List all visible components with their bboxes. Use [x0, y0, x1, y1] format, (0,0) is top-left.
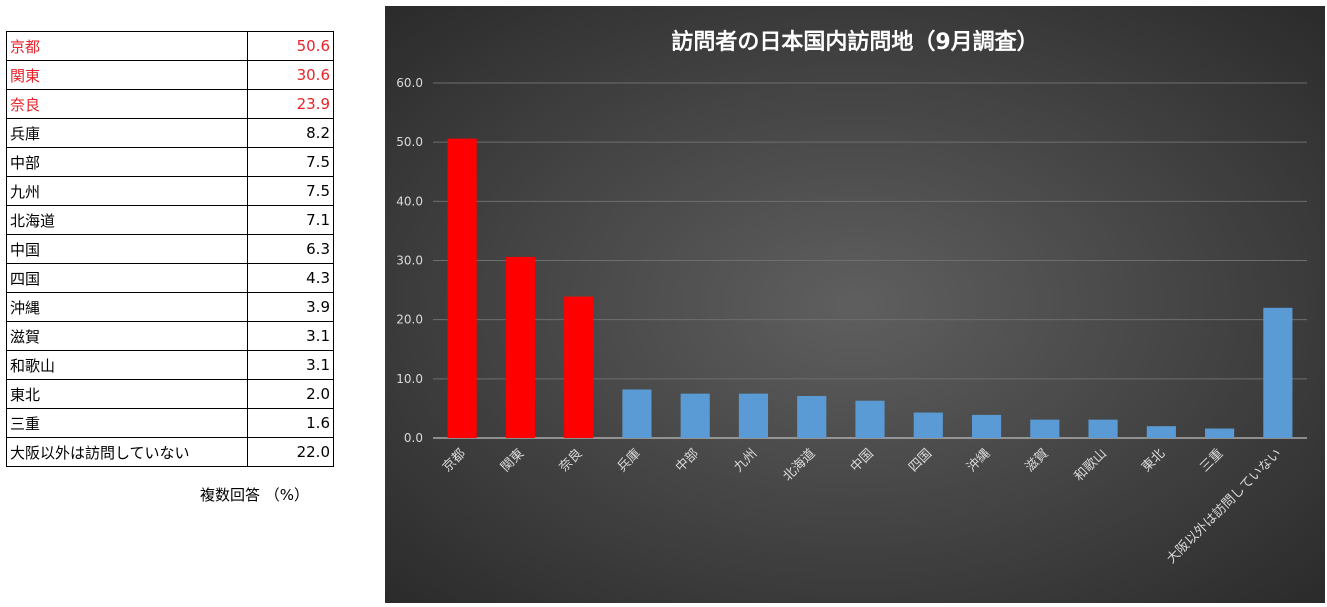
table-row: 兵庫 8.2 — [6, 118, 334, 148]
table-cell-value: 30.6 — [247, 60, 334, 90]
data-table: 京都 50.6 関東 30.6 奈良 23.9 兵庫 8.2 中部 7.5 九州 7.5 北海道 7.1 中… — [6, 31, 334, 467]
table-cell-label: 北海道 — [6, 205, 248, 235]
bar — [680, 393, 710, 438]
table-cell-value: 7.5 — [247, 147, 334, 177]
chart-title: 訪問者の日本国内訪問地（9月調査） — [671, 29, 1038, 55]
y-tick-label: 10.0 — [396, 372, 423, 386]
table-cell-value: 2.0 — [247, 379, 334, 409]
y-tick-label: 0.0 — [404, 431, 423, 445]
table-cell-value: 1.6 — [247, 408, 334, 438]
bar — [1030, 419, 1060, 438]
table-cell-label: 和歌山 — [6, 350, 248, 380]
table-row: 奈良 23.9 — [6, 89, 334, 119]
table-row: 和歌山 3.1 — [6, 350, 334, 380]
bar-layer — [447, 138, 1293, 438]
bar — [1263, 307, 1293, 438]
table-cell-label: 東北 — [6, 379, 248, 409]
table-row: 関東 30.6 — [6, 60, 334, 90]
table-row: 滋賀 3.1 — [6, 321, 334, 351]
bar-chart: 訪問者の日本国内訪問地（9月調査） 0.0 10.0 20.0 30.0 40.0 50.… — [385, 6, 1325, 603]
table-body: 京都 50.6 関東 30.6 奈良 23.9 兵庫 8.2 中部 7.5 九州 7.5 北海道 7.1 中… — [6, 31, 334, 467]
y-tick-label: 60.0 — [396, 76, 423, 90]
table-cell-value: 50.6 — [247, 31, 334, 61]
table-cell-label: 九州 — [6, 176, 248, 206]
table-cell-label: 京都 — [6, 31, 248, 61]
table-row: 北海道 7.1 — [6, 205, 334, 235]
bar — [1205, 428, 1235, 438]
table-cell-label: 四国 — [6, 263, 248, 293]
table-cell-label: 兵庫 — [6, 118, 248, 148]
table-cell-value: 3.9 — [247, 292, 334, 322]
y-tick-label: 30.0 — [396, 254, 423, 268]
table-cell-label: 中国 — [6, 234, 248, 264]
table-row: 三重 1.6 — [6, 408, 334, 438]
chart-svg: 訪問者の日本国内訪問地（9月調査） 0.0 10.0 20.0 30.0 40.0 50.… — [385, 6, 1325, 603]
table-cell-label: 三重 — [6, 408, 248, 438]
table-cell-value: 22.0 — [247, 437, 334, 467]
table-cell-value: 8.2 — [247, 118, 334, 148]
table-cell-label: 滋賀 — [6, 321, 248, 351]
table-cell-value: 3.1 — [247, 321, 334, 351]
bar — [738, 393, 769, 438]
y-tick-label: 20.0 — [396, 313, 423, 327]
bar — [971, 414, 1002, 438]
grid-layer: 0.0 10.0 20.0 30.0 40.0 50.0 60.0 — [396, 76, 1307, 445]
table-cell-value: 6.3 — [247, 234, 334, 264]
chart-background — [385, 6, 1325, 603]
table-cell-value: 7.5 — [247, 176, 334, 206]
table-row: 東北 2.0 — [6, 379, 334, 409]
bar — [913, 412, 943, 438]
bar — [505, 256, 535, 438]
bar — [1088, 419, 1118, 438]
table-cell-label: 沖縄 — [6, 292, 248, 322]
bar — [797, 395, 827, 438]
bar — [1146, 426, 1176, 438]
table-cell-label: 大阪以外は訪問していない — [6, 437, 248, 467]
y-tick-label: 50.0 — [396, 135, 423, 149]
bar — [855, 400, 885, 438]
table-cell-label: 関東 — [6, 60, 248, 90]
table-cell-value: 3.1 — [247, 350, 334, 380]
table-row: 中国 6.3 — [6, 234, 334, 264]
table-row: 京都 50.6 — [6, 31, 334, 61]
table-row: 沖縄 3.9 — [6, 292, 334, 322]
table-row: 中部 7.5 — [6, 147, 334, 177]
table-row: 九州 7.5 — [6, 176, 334, 206]
table-row: 四国 4.3 — [6, 263, 334, 293]
bar — [564, 296, 594, 438]
bar — [447, 138, 477, 438]
table-row: 大阪以外は訪問していない 22.0 — [6, 437, 334, 467]
bar — [622, 389, 652, 438]
table-cell-value: 23.9 — [247, 89, 334, 119]
table-cell-value: 7.1 — [247, 205, 334, 235]
table-cell-label: 中部 — [6, 147, 248, 177]
table-cell-label: 奈良 — [6, 89, 248, 119]
table-note: 複数回答 （%） — [200, 486, 310, 504]
y-tick-label: 40.0 — [396, 194, 423, 208]
table-cell-value: 4.3 — [247, 263, 334, 293]
